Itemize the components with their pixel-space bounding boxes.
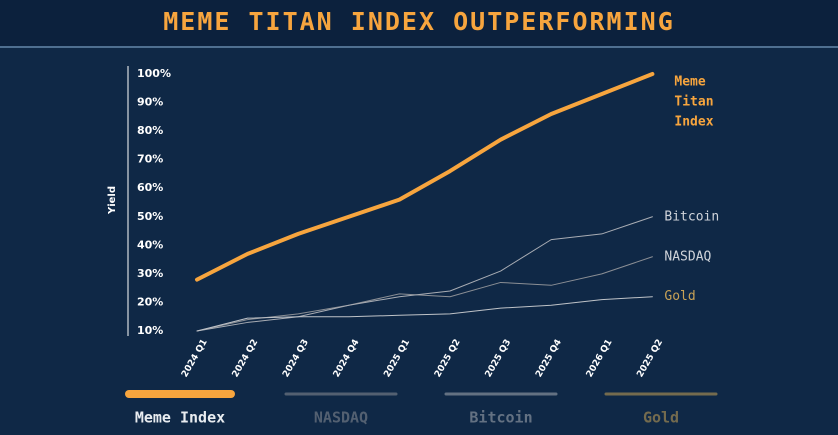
series-line [195, 72, 655, 282]
legend-item[interactable]: Meme Index [125, 390, 235, 427]
y-tick-label: 40% [137, 238, 163, 251]
x-tick-label: 2024 Q1 [180, 338, 210, 379]
y-tick-label: 20% [137, 295, 163, 308]
x-tick-label: 2024 Q2 [231, 338, 261, 379]
end-label: Gold [664, 289, 695, 304]
series-line [196, 256, 653, 332]
y-tick-label: 100% [137, 67, 171, 80]
y-tick-label: 90% [137, 96, 163, 109]
y-tick-label: 80% [137, 124, 163, 137]
legend-label: NASDAQ [314, 409, 368, 427]
legend-item[interactable]: Gold [604, 392, 718, 427]
header-bar [0, 0, 838, 46]
end-label: Meme [674, 75, 705, 90]
x-tick-label: 2026 Q1 [585, 338, 615, 379]
y-tick-label: 30% [137, 267, 163, 280]
x-tick-label: 2025 Q2 [635, 338, 665, 379]
x-tick-label: 2024 Q4 [332, 338, 362, 379]
x-tick-label: 2025 Q1 [382, 338, 412, 379]
end-label: Index [674, 115, 713, 130]
y-tick-label: 70% [137, 153, 163, 166]
x-tick-label: 2025 Q3 [484, 338, 514, 379]
legend-label: Meme Index [135, 409, 225, 427]
y-axis-label: Yield [107, 186, 118, 215]
x-tick-label: 2025 Q4 [534, 338, 564, 379]
legend-label: Gold [643, 409, 679, 427]
y-tick-label: 50% [137, 210, 163, 223]
chart-title: MEME TITAN INDEX OUTPERFORMING [163, 7, 675, 36]
y-tick-label: 60% [137, 181, 163, 194]
legend-item[interactable]: NASDAQ [284, 392, 398, 427]
end-label: Titan [674, 95, 713, 110]
series-line [196, 296, 653, 332]
x-tick-label: 2025 Q2 [433, 338, 463, 379]
y-tick-label: 10% [137, 324, 163, 337]
end-label: Bitcoin [664, 209, 719, 224]
end-label: NASDAQ [664, 249, 711, 264]
x-tick-label: 2024 Q3 [281, 338, 311, 379]
legend-item[interactable]: Bitcoin [444, 392, 558, 427]
series-line [196, 216, 653, 332]
legend-label: Bitcoin [469, 409, 532, 427]
